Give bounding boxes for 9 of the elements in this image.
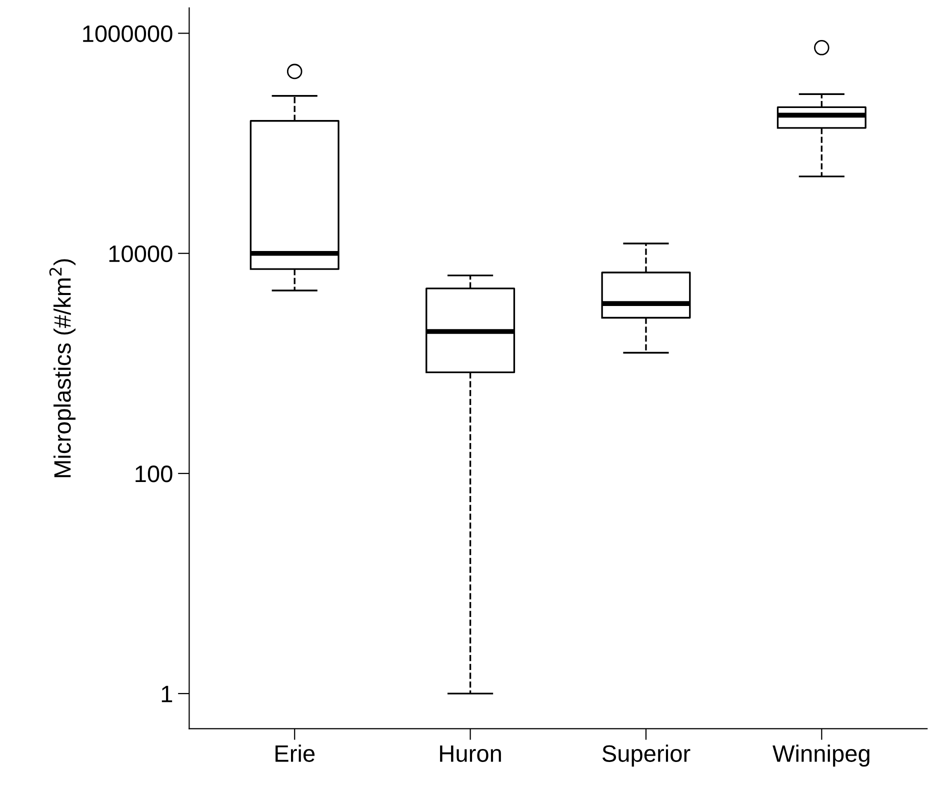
x-tick-label: Superior <box>602 744 690 767</box>
y-tick-label: 10000 <box>109 245 172 262</box>
y-axis-title: Microplastics (#/km$^{2}$) <box>49 259 76 478</box>
y-tick-label: 1000000 <box>83 25 172 42</box>
y-tick-label: 100 <box>136 466 172 482</box>
x-tick-label: Huron <box>440 745 501 762</box>
y-tick-label: 1 <box>162 686 172 702</box>
x-tick-label: Erie <box>276 744 315 762</box>
x-tick-label: Winnipeg <box>772 744 870 767</box>
